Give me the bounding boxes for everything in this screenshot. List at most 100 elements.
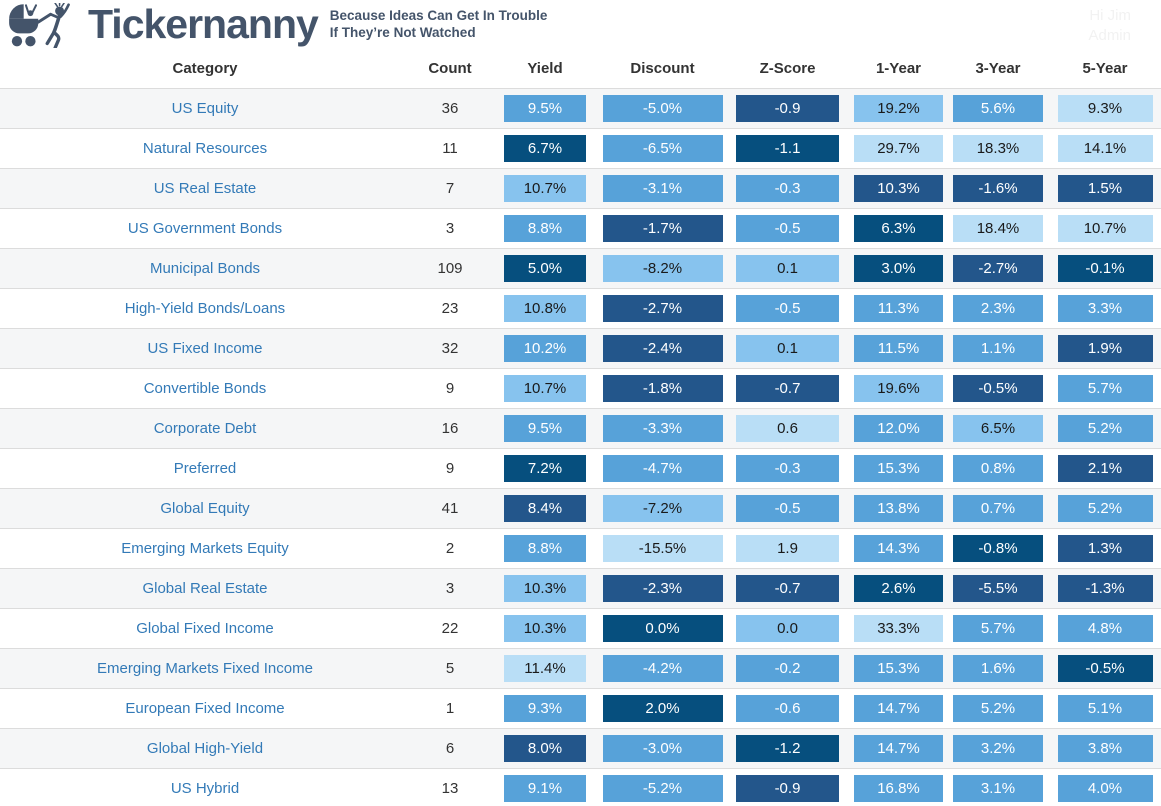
five-year-cell: 1.9%	[1057, 334, 1153, 362]
zscore-cell: -1.2	[736, 734, 839, 762]
three-year-cell: 18.3%	[953, 134, 1043, 162]
count-value: 3	[445, 579, 455, 597]
zscore-cell: -0.9	[736, 774, 839, 802]
one-year-cell: 16.8%	[854, 774, 943, 802]
discount-cell: -5.0%	[602, 94, 723, 122]
table-row: Global High-Yield 6 8.0% -3.0% -1.2 14.7% 3.2%…	[0, 728, 1161, 768]
count-value: 6	[445, 739, 455, 757]
count-value: 22	[441, 619, 459, 637]
column-header-category: Category	[172, 60, 238, 78]
three-year-cell: 0.8%	[953, 454, 1043, 482]
three-year-cell: 6.5%	[953, 414, 1043, 442]
yield-cell: 10.7%	[504, 374, 586, 402]
category-link[interactable]: Preferred	[173, 459, 237, 477]
five-year-cell: 5.2%	[1057, 494, 1153, 522]
user-greeting-link[interactable]: Hi Jim	[1089, 7, 1131, 24]
one-year-cell: 15.3%	[854, 654, 943, 682]
five-year-cell: 4.0%	[1057, 774, 1153, 802]
discount-cell: -4.2%	[602, 654, 723, 682]
column-header-1year: 1-Year	[875, 60, 922, 78]
five-year-cell: 3.3%	[1057, 294, 1153, 322]
table-row: Global Fixed Income 22 10.3% 0.0% 0.0 33.3% 5.…	[0, 608, 1161, 648]
category-link[interactable]: European Fixed Income	[125, 699, 285, 717]
five-year-cell: 9.3%	[1057, 94, 1153, 122]
one-year-cell: 19.2%	[854, 94, 943, 122]
category-link[interactable]: Emerging Markets Equity	[121, 539, 289, 557]
category-link[interactable]: US Real Estate	[153, 179, 257, 197]
category-link[interactable]: High-Yield Bonds/Loans	[124, 299, 286, 317]
discount-cell: -1.7%	[602, 214, 723, 242]
zscore-cell: -0.5	[736, 214, 839, 242]
yield-cell: 6.7%	[504, 134, 586, 162]
admin-link[interactable]: Admin	[1088, 27, 1131, 44]
one-year-cell: 3.0%	[854, 254, 943, 282]
count-value: 5	[445, 659, 455, 677]
brand: Tickernanny Because Ideas Can Get In Tro…	[8, 2, 547, 48]
zscore-cell: 0.1	[736, 334, 839, 362]
five-year-cell: -0.1%	[1057, 254, 1153, 282]
discount-cell: -7.2%	[602, 494, 723, 522]
tagline-line-2: If They’re Not Watched	[329, 25, 476, 40]
three-year-cell: -1.6%	[953, 174, 1043, 202]
column-header-5year: 5-Year	[1082, 60, 1128, 78]
table-row: US Fixed Income 32 10.2% -2.4% 0.1 11.5% 1.1% 1…	[0, 328, 1161, 368]
zscore-cell: -0.9	[736, 94, 839, 122]
three-year-cell: 3.1%	[953, 774, 1043, 802]
discount-cell: -2.4%	[602, 334, 723, 362]
category-link[interactable]: US Equity	[171, 99, 239, 117]
discount-cell: -6.5%	[602, 134, 723, 162]
yield-cell: 10.8%	[504, 294, 586, 322]
table-row: Convertible Bonds 9 10.7% -1.8% -0.7 19.6% -0.…	[0, 368, 1161, 408]
one-year-cell: 10.3%	[854, 174, 943, 202]
three-year-cell: 1.1%	[953, 334, 1043, 362]
discount-cell: -8.2%	[602, 254, 723, 282]
yield-cell: 9.1%	[504, 774, 586, 802]
category-link[interactable]: US Government Bonds	[127, 219, 283, 237]
one-year-cell: 15.3%	[854, 454, 943, 482]
category-link[interactable]: Global High-Yield	[146, 739, 264, 757]
count-value: 2	[445, 539, 455, 557]
three-year-cell: 5.2%	[953, 694, 1043, 722]
zscore-cell: -0.3	[736, 174, 839, 202]
table-row: US Equity 36 9.5% -5.0% -0.9 19.2% 5.6% 9.3%	[0, 88, 1161, 128]
category-link[interactable]: Emerging Markets Fixed Income	[97, 659, 313, 677]
five-year-cell: 5.7%	[1057, 374, 1153, 402]
one-year-cell: 2.6%	[854, 574, 943, 602]
one-year-cell: 11.5%	[854, 334, 943, 362]
count-value: 1	[445, 699, 455, 717]
discount-cell: -2.3%	[602, 574, 723, 602]
category-link[interactable]: Corporate Debt	[153, 419, 257, 437]
category-link[interactable]: Global Real Estate	[142, 579, 268, 597]
category-link[interactable]: US Hybrid	[170, 779, 240, 797]
table-row: Global Real Estate 3 10.3% -2.3% -0.7 2.6% -5.…	[0, 568, 1161, 608]
zscore-cell: -0.7	[736, 574, 839, 602]
table-row: Corporate Debt 16 9.5% -3.3% 0.6 12.0% 6.5% 5.2…	[0, 408, 1161, 448]
one-year-cell: 19.6%	[854, 374, 943, 402]
category-link[interactable]: Natural Resources	[142, 139, 268, 157]
table-row: Preferred 9 7.2% -4.7% -0.3 15.3% 0.8% 2.1%	[0, 448, 1161, 488]
zscore-cell: 0.1	[736, 254, 839, 282]
five-year-cell: -0.5%	[1057, 654, 1153, 682]
count-value: 13	[441, 779, 459, 797]
category-link[interactable]: Municipal Bonds	[149, 259, 261, 277]
category-link[interactable]: Global Equity	[160, 499, 250, 517]
one-year-cell: 33.3%	[854, 614, 943, 642]
brand-tagline: Because Ideas Can Get In Trouble If They…	[330, 7, 548, 41]
discount-cell: -1.8%	[602, 374, 723, 402]
category-link[interactable]: US Fixed Income	[147, 339, 263, 357]
tagline-line-1: Because Ideas Can Get In Trouble	[329, 8, 548, 23]
yield-cell: 10.7%	[504, 174, 586, 202]
discount-cell: -15.5%	[602, 534, 723, 562]
yield-cell: 10.2%	[504, 334, 586, 362]
one-year-cell: 14.7%	[854, 734, 943, 762]
count-value: 109	[437, 259, 463, 277]
one-year-cell: 13.8%	[854, 494, 943, 522]
discount-cell: 0.0%	[602, 614, 723, 642]
count-value: 7	[445, 179, 455, 197]
five-year-cell: 14.1%	[1057, 134, 1153, 162]
category-link[interactable]: Convertible Bonds	[143, 379, 267, 397]
zscore-cell: -1.1	[736, 134, 839, 162]
yield-cell: 8.4%	[504, 494, 586, 522]
category-link[interactable]: Global Fixed Income	[136, 619, 274, 637]
table-row: Emerging Markets Fixed Income 5 11.4% -4.2%…	[0, 648, 1161, 688]
